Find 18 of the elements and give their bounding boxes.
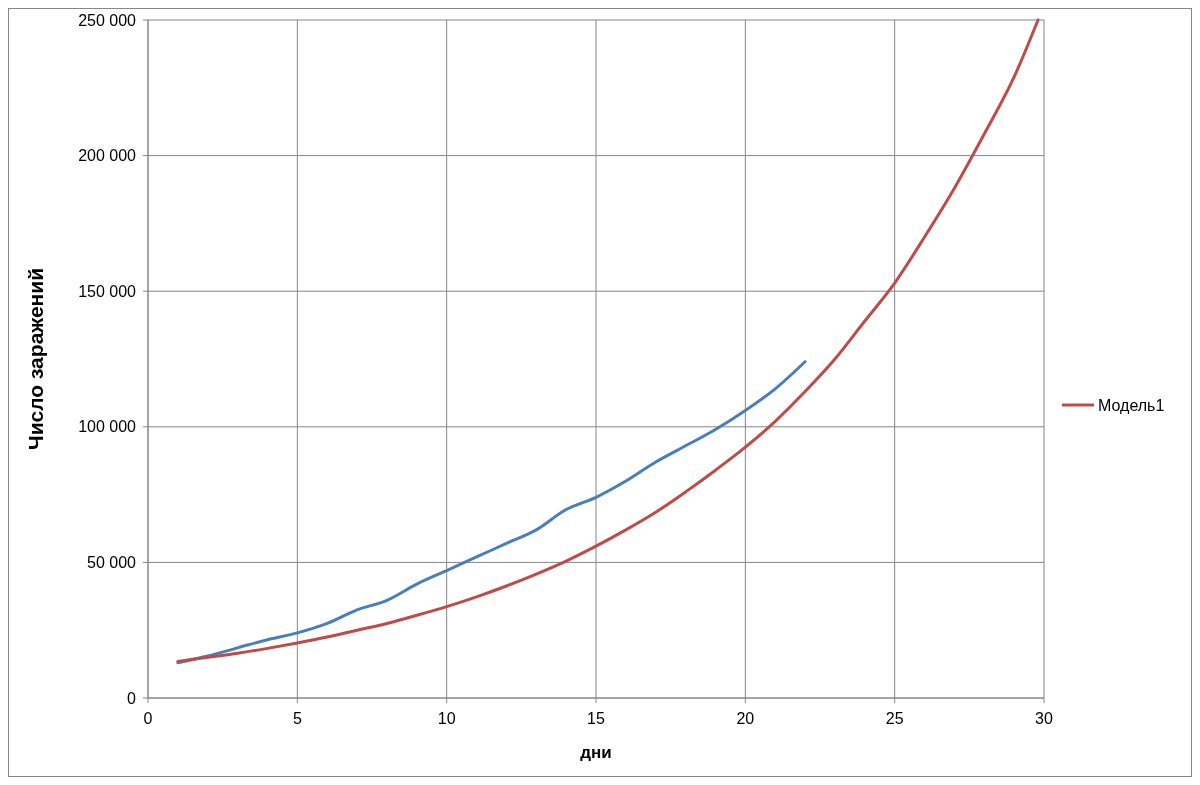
y-axis-title: Число заражений <box>24 267 47 451</box>
x-tick-label: 0 <box>143 710 153 727</box>
y-tick-label: 150 000 <box>78 282 137 300</box>
x-tick-label: 10 <box>437 710 456 727</box>
y-tick-label: 0 <box>127 689 137 707</box>
x-tick-label: 30 <box>1035 710 1053 727</box>
x-tick-label: 15 <box>587 710 605 727</box>
y-tick-label: 100 000 <box>78 418 137 436</box>
x-tick-label: 5 <box>292 710 302 727</box>
y-tick-label: 200 000 <box>78 147 137 165</box>
y-tick-label: 250 000 <box>78 11 137 29</box>
line-series <box>176 360 807 665</box>
line-series <box>176 18 1040 663</box>
x-axis-title: дни <box>580 743 612 762</box>
x-tick-label: 25 <box>885 710 904 727</box>
y-tick-label: 50 000 <box>87 554 137 571</box>
legend-label: Модель1 <box>1098 396 1165 414</box>
x-tick-label: 20 <box>736 710 755 727</box>
